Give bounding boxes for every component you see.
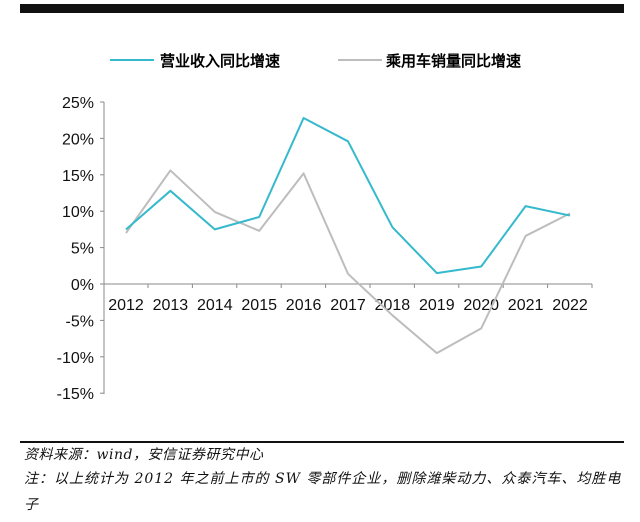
y-tick-label: 25% [62, 95, 94, 112]
top-rule [20, 4, 624, 13]
chart-axes: 25% 20% 15% 10% 5% 0% -5% -10% -15% 2012 2013 2014 2… [57, 95, 593, 403]
series-line-1 [125, 117, 571, 275]
source-text: 资料来源：wind，安信证券研究中心 [24, 447, 264, 463]
y-tick-label: 15% [62, 168, 94, 185]
x-tick-label: 2019 [419, 297, 455, 314]
y-tick-label: -15% [57, 386, 94, 403]
x-tick-label: 2016 [286, 297, 322, 314]
x-tick-label: 2015 [241, 297, 277, 314]
x-tick-label: 2017 [330, 297, 366, 314]
y-tick-label: 10% [62, 204, 94, 221]
series-line-2 [125, 169, 571, 355]
x-tick-label: 2018 [375, 297, 411, 314]
footer-rule [20, 441, 624, 443]
chart-series [125, 117, 571, 355]
x-tick-label: 2012 [108, 297, 144, 314]
x-tick-label: 2021 [508, 297, 544, 314]
legend-label-2: 乘用车销量同比增速 [385, 52, 521, 70]
x-tick-label: 2022 [552, 297, 588, 314]
legend-label-1: 营业收入同比增速 [160, 52, 280, 70]
chart-legend: 营业收入同比增速 乘用车销量同比增速 [110, 52, 521, 70]
x-tick-label: 2013 [153, 297, 189, 314]
y-tick-label: 0% [71, 277, 94, 294]
x-tick-label: 2014 [197, 297, 233, 314]
note-text: 注：以上统计为 2012 年之前上市的 SW 零部件企业，删除潍柴动力、众泰汽车… [24, 471, 622, 513]
x-tick-label: 2020 [463, 297, 499, 314]
top-strip [0, 0, 640, 4]
y-tick-label: 20% [62, 131, 94, 148]
y-tick-label: 5% [71, 241, 94, 258]
y-tick-label: -5% [66, 313, 94, 330]
line-chart: 营业收入同比增速 乘用车销量同比增速 25% 20% 15% 10% 5% 0% -5% -10… [57, 52, 593, 403]
y-tick-label: -10% [57, 350, 94, 367]
